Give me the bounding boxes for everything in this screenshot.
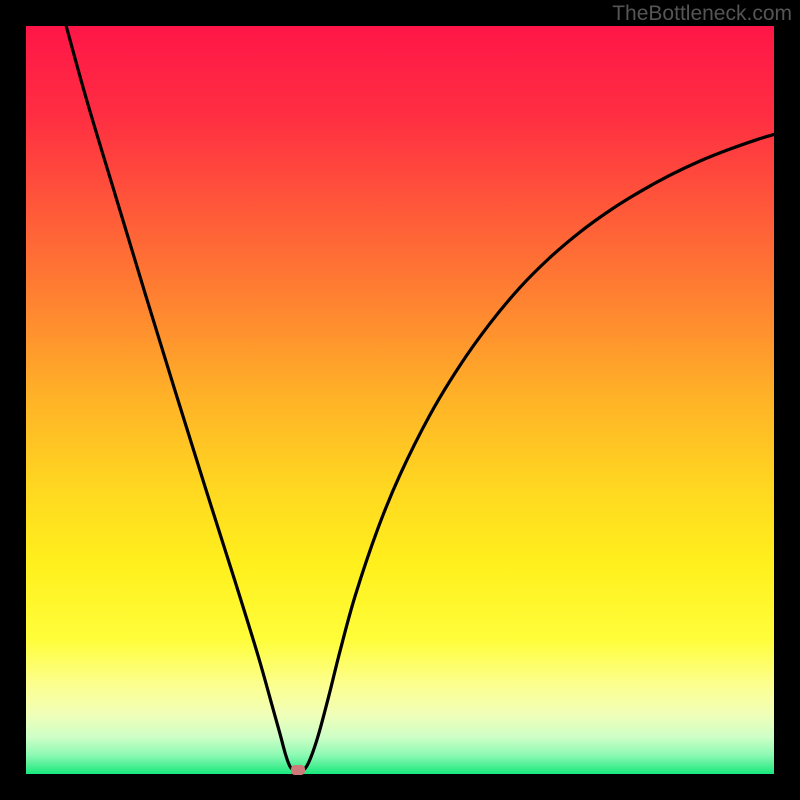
minimum-marker <box>291 765 305 775</box>
plot-svg <box>26 26 774 774</box>
bottleneck-curve <box>26 26 774 772</box>
plot-background <box>26 26 774 774</box>
plot-area <box>26 26 774 774</box>
chart-frame: TheBottleneck.com <box>0 0 800 800</box>
watermark-text: TheBottleneck.com <box>612 2 792 26</box>
